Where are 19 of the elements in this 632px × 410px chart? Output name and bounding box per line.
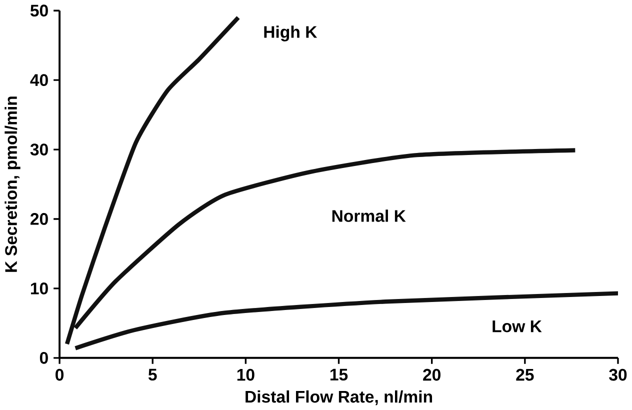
y-tick-label: 40 bbox=[30, 74, 48, 86]
series-label: Low K bbox=[492, 320, 542, 332]
y-tick-label: 20 bbox=[30, 213, 48, 226]
x-tick-label: 15 bbox=[330, 368, 348, 381]
x-tick-label: 25 bbox=[516, 368, 534, 381]
y-tick-label: 50 bbox=[30, 4, 48, 17]
text: Normal K bbox=[332, 210, 406, 222]
x-axis-title: Distal Flow Rate, nl/min bbox=[246, 390, 432, 406]
y-tick-label: 30 bbox=[30, 144, 48, 156]
y-axis-title: K Secretion, pmol/min bbox=[4, 96, 20, 272]
line-series bbox=[73, 291, 618, 350]
x-tick-label: 10 bbox=[237, 368, 254, 381]
y-tick-label: 10 bbox=[30, 282, 48, 294]
series-label: High K bbox=[264, 26, 318, 42]
x-tick-label: 20 bbox=[423, 368, 440, 381]
y-tick-label: 0 bbox=[40, 352, 48, 364]
x-tick-label: 30 bbox=[609, 368, 627, 381]
x-tick-label: 5 bbox=[148, 368, 157, 381]
x-tick-label: 0 bbox=[56, 368, 64, 381]
